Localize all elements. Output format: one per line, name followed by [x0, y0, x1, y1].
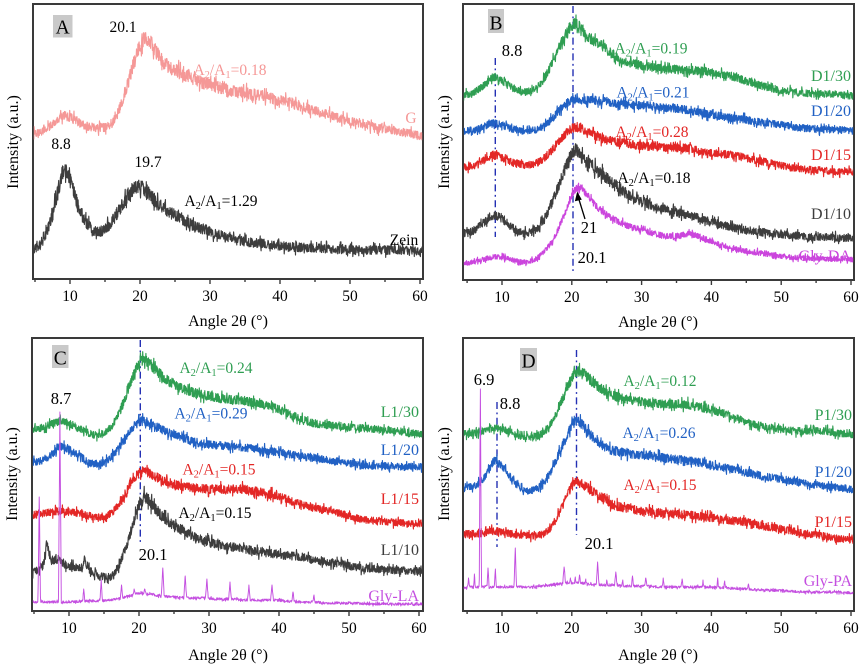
- svg-text:60: 60: [843, 289, 859, 306]
- svg-text:A2/A1=0.18: A2/A1=0.18: [193, 62, 266, 81]
- svg-text:Gly-LA: Gly-LA: [368, 588, 419, 605]
- svg-text:A2/A1=0.15: A2/A1=0.15: [178, 505, 251, 524]
- svg-text:A2/A1=0.15: A2/A1=0.15: [623, 477, 696, 496]
- svg-text:P1/20: P1/20: [815, 464, 852, 481]
- svg-text:10: 10: [62, 288, 78, 305]
- svg-text:Gly-DA: Gly-DA: [799, 248, 852, 265]
- svg-text:A2/A1=0.18: A2/A1=0.18: [617, 170, 690, 189]
- svg-text:D1/10: D1/10: [811, 206, 851, 223]
- svg-text:30: 30: [634, 289, 650, 306]
- svg-text:40: 40: [272, 288, 288, 305]
- svg-text:20: 20: [132, 288, 148, 305]
- svg-text:60: 60: [843, 620, 859, 637]
- svg-text:A2/A1=0.29: A2/A1=0.29: [174, 406, 247, 425]
- svg-text:Angle 2θ (°): Angle 2θ (°): [188, 647, 268, 664]
- svg-text:L1/30: L1/30: [381, 404, 419, 421]
- svg-text:Angle 2θ (°): Angle 2θ (°): [188, 313, 268, 330]
- svg-text:30: 30: [634, 620, 650, 637]
- svg-text:50: 50: [342, 288, 358, 305]
- svg-text:C: C: [54, 349, 67, 370]
- svg-text:P1/30: P1/30: [815, 407, 852, 424]
- svg-text:P1/15: P1/15: [815, 514, 852, 531]
- svg-text:40: 40: [704, 289, 720, 306]
- svg-text:8.8: 8.8: [51, 136, 71, 153]
- svg-text:20.1: 20.1: [139, 545, 168, 564]
- svg-text:20.1: 20.1: [585, 534, 614, 553]
- svg-text:10: 10: [61, 620, 77, 637]
- svg-text:Intensity (a.u.): Intensity (a.u.): [5, 95, 22, 189]
- svg-text:L1/20: L1/20: [381, 442, 419, 459]
- svg-text:20: 20: [131, 620, 147, 637]
- svg-text:30: 30: [202, 288, 218, 305]
- svg-text:G: G: [405, 110, 416, 127]
- svg-text:20.1: 20.1: [109, 19, 136, 36]
- svg-text:50: 50: [341, 620, 357, 637]
- svg-text:D1/20: D1/20: [811, 103, 851, 120]
- svg-text:20: 20: [564, 289, 580, 306]
- svg-text:Angle 2θ (°): Angle 2θ (°): [618, 314, 698, 331]
- svg-text:50: 50: [773, 620, 789, 637]
- svg-text:60: 60: [412, 288, 428, 305]
- svg-text:A2/A1=0.15: A2/A1=0.15: [182, 462, 255, 481]
- svg-text:Intensity (a.u.): Intensity (a.u.): [436, 95, 453, 189]
- svg-text:10: 10: [494, 289, 510, 306]
- svg-text:19.7: 19.7: [134, 154, 161, 171]
- svg-text:20.1: 20.1: [578, 248, 607, 267]
- svg-text:A2/A1=1.29: A2/A1=1.29: [184, 193, 257, 212]
- svg-text:A2/A1=0.19: A2/A1=0.19: [614, 41, 687, 60]
- svg-text:D1/15: D1/15: [811, 147, 851, 164]
- svg-text:L1/15: L1/15: [381, 491, 419, 508]
- svg-text:A2/A1=0.21: A2/A1=0.21: [616, 85, 689, 104]
- svg-text:20: 20: [564, 620, 580, 637]
- svg-text:8.7: 8.7: [51, 389, 72, 408]
- svg-text:D1/30: D1/30: [811, 68, 851, 85]
- svg-text:D: D: [521, 352, 535, 373]
- svg-text:60: 60: [411, 620, 427, 637]
- svg-text:A2/A1=0.24: A2/A1=0.24: [179, 360, 252, 379]
- svg-text:A: A: [56, 18, 70, 39]
- svg-text:21: 21: [581, 218, 598, 237]
- svg-text:40: 40: [704, 620, 720, 637]
- svg-text:B: B: [489, 14, 502, 35]
- svg-text:Angle 2θ (°): Angle 2θ (°): [618, 647, 698, 664]
- svg-text:A2/A1=0.12: A2/A1=0.12: [623, 373, 696, 392]
- svg-text:L1/10: L1/10: [381, 542, 419, 559]
- svg-text:Gly-PA: Gly-PA: [804, 573, 853, 590]
- svg-text:6.9: 6.9: [474, 370, 495, 389]
- svg-text:A2/A1=0.28: A2/A1=0.28: [615, 124, 688, 143]
- svg-text:8.8: 8.8: [502, 41, 523, 60]
- svg-text:Zein: Zein: [390, 232, 419, 249]
- svg-text:10: 10: [494, 620, 510, 637]
- svg-text:Intensity (a.u.): Intensity (a.u.): [4, 427, 21, 521]
- svg-text:Intensity (a.u.): Intensity (a.u.): [436, 427, 453, 521]
- svg-text:50: 50: [773, 289, 789, 306]
- svg-text:A2/A1=0.26: A2/A1=0.26: [622, 425, 695, 444]
- svg-text:8.8: 8.8: [500, 394, 521, 413]
- svg-text:40: 40: [271, 620, 287, 637]
- svg-text:30: 30: [201, 620, 217, 637]
